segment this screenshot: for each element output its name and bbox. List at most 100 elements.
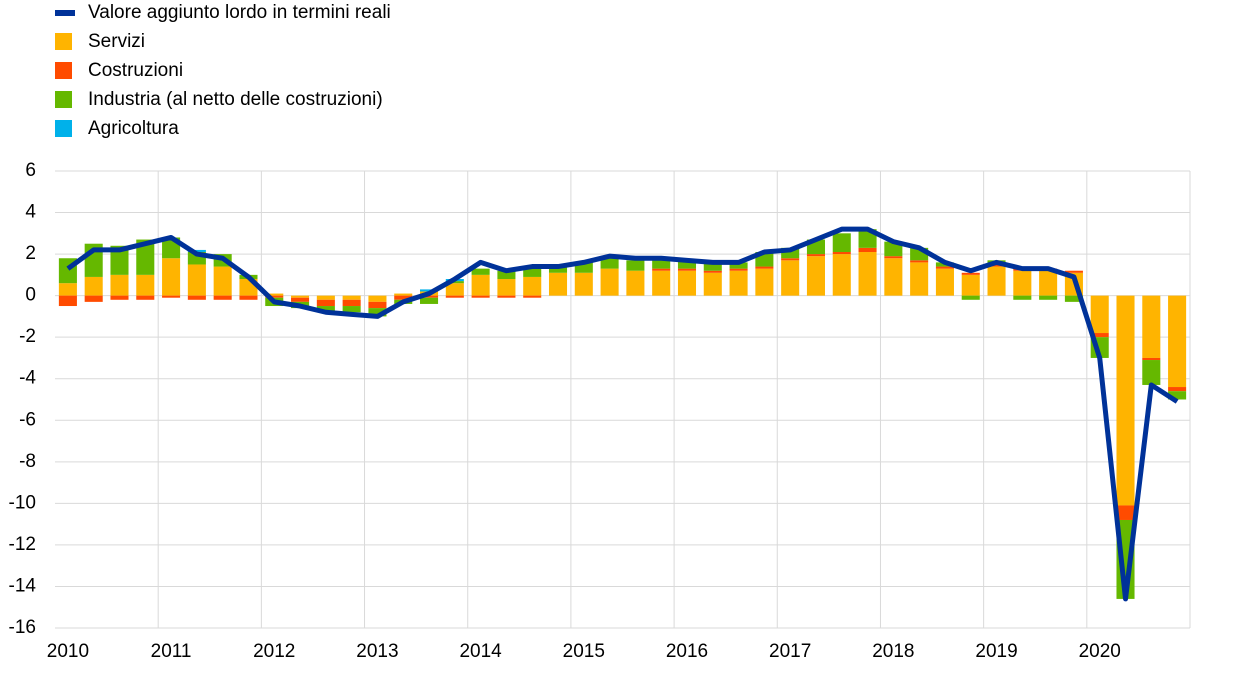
line-series [66, 226, 1179, 602]
bar-segment [935, 266, 954, 269]
bar-segment [187, 295, 206, 300]
bar-segment [213, 295, 232, 300]
bar-segment [162, 295, 181, 298]
bar-segment [1013, 270, 1032, 296]
bar-segment [213, 266, 232, 296]
bar-segment [58, 283, 77, 296]
x-tick-label: 2018 [872, 641, 914, 662]
bar-segment [394, 293, 413, 296]
bar-segment [342, 306, 361, 313]
legend-swatch [55, 62, 72, 79]
legend-label: Industria (al netto delle costruzioni) [88, 89, 383, 110]
bar-segment [316, 295, 335, 300]
y-tick-label: 2 [25, 243, 36, 264]
bar-segment [1039, 270, 1058, 296]
bar-segment [987, 266, 1006, 296]
bar-segment [832, 252, 851, 255]
bar-segment [987, 264, 1006, 267]
bar-segment [806, 256, 825, 296]
bar-segment [342, 295, 361, 300]
bar-segment [368, 301, 387, 309]
bar-segment [910, 260, 929, 263]
y-tick-label: -10 [9, 492, 36, 513]
bar-segment [342, 299, 361, 307]
bar-segment [626, 270, 645, 296]
y-tick-label: -6 [19, 409, 36, 430]
bar-segment [1064, 270, 1083, 273]
legend-label: Costruzioni [88, 60, 183, 81]
bar-segment [497, 279, 516, 296]
bar-segment [187, 264, 206, 296]
x-tick-label: 2012 [253, 641, 295, 662]
bar-segment [1142, 357, 1161, 361]
legend-label: Valore aggiunto lordo in termini reali [88, 2, 391, 23]
bar-segment [729, 262, 748, 269]
bar-segment [703, 262, 722, 271]
bar-segment [316, 299, 335, 307]
bar-segment [445, 283, 464, 296]
bar-segment [703, 270, 722, 273]
bar-segment [368, 308, 387, 317]
y-tick-label: 0 [25, 285, 36, 306]
bar-segment [1168, 391, 1187, 400]
x-tick-label: 2016 [666, 641, 708, 662]
legend-swatch [55, 10, 75, 16]
bar-segment [58, 295, 77, 307]
bar-segment [523, 276, 542, 296]
bar-segment [420, 297, 439, 304]
legend-swatch [55, 33, 72, 50]
bar-segment [110, 295, 129, 300]
bar-segment [471, 268, 490, 275]
bar-segment [471, 274, 490, 296]
bar-segment [84, 295, 103, 302]
bar-segment [935, 268, 954, 296]
bar-segment [652, 270, 671, 296]
bar-segment [316, 306, 335, 313]
bar-segment [858, 252, 877, 296]
bar-segment [497, 270, 516, 280]
bar-segment [677, 260, 697, 269]
bar-segment [548, 266, 568, 273]
bar-segment [136, 295, 155, 300]
y-tick-label: -12 [9, 534, 36, 555]
bar-segment [1142, 295, 1161, 358]
bar-segment [265, 293, 284, 296]
bar-segment [574, 272, 593, 296]
bar-segment [1013, 295, 1032, 300]
bar-segment [445, 281, 464, 284]
x-tick-label: 2014 [459, 641, 502, 662]
bar-segment [523, 268, 542, 277]
bar-segment [523, 295, 542, 298]
bar-segment [1039, 295, 1058, 300]
bar-segment [884, 258, 903, 296]
bar-segment [420, 295, 439, 298]
legend-swatch [55, 120, 72, 137]
bar-segment [755, 268, 774, 296]
bar-segment [497, 295, 516, 298]
bar-segment [652, 260, 671, 269]
bar-segment [136, 274, 155, 296]
x-tick-label: 2015 [563, 641, 605, 662]
legend-label: Agricoltura [88, 118, 179, 139]
bar-segment [110, 274, 129, 296]
bar-segment [961, 274, 980, 296]
x-tick-label: 2020 [1079, 641, 1121, 662]
bar-segment [1090, 295, 1109, 334]
bar-segment [729, 270, 748, 296]
bar-segment [239, 295, 258, 300]
legend-swatch [55, 91, 72, 108]
bar-segment [368, 295, 387, 302]
legend-label: Servizi [88, 31, 145, 52]
bar-segment [420, 289, 439, 292]
bar-segment [445, 295, 464, 298]
y-tick-label: 4 [25, 202, 36, 223]
bar-segment [1142, 360, 1161, 385]
bar-segment [832, 233, 851, 253]
bar-segment [548, 272, 568, 296]
bar-segment [703, 272, 722, 296]
bar-segment [652, 268, 671, 271]
x-tick-label: 2019 [975, 641, 1017, 662]
bar-segment [600, 258, 619, 269]
y-tick-label: -14 [9, 575, 37, 596]
